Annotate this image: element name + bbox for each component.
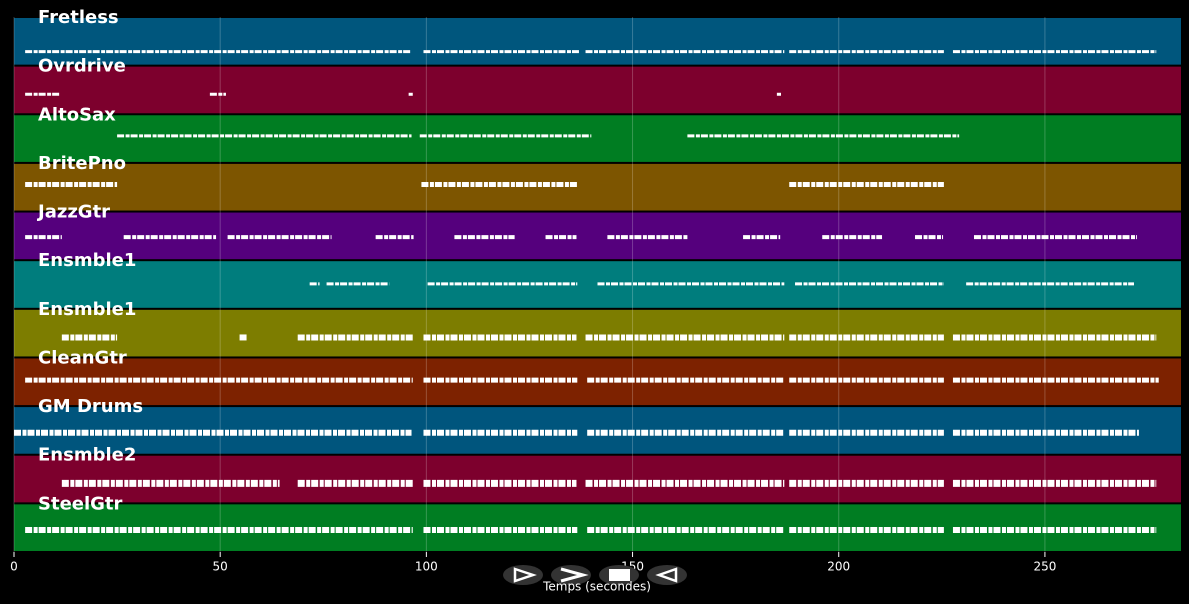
labels: Fretless Ovrdrive AltoSax BritePno JazzGtr En… — [10, 7, 1056, 574]
x-axis-label: Temps (secondes) — [542, 580, 651, 594]
track-name: Fretless — [38, 7, 119, 28]
back-button[interactable] — [647, 565, 687, 585]
track-name: GM Drums — [38, 396, 143, 417]
track-band — [14, 115, 1181, 162]
track-band — [14, 455, 1181, 503]
track-name: BritePno — [38, 153, 126, 174]
x-tick-label: 250 — [1033, 560, 1056, 574]
track-name: Ensmble2 — [38, 445, 136, 466]
track-name: Ovrdrive — [38, 56, 126, 77]
track-band — [14, 66, 1181, 114]
play-button[interactable] — [503, 565, 543, 585]
track-band — [14, 18, 1181, 65]
notes — [14, 50, 1159, 533]
tracks — [14, 18, 1181, 551]
track-name: Ensmble1 — [38, 299, 136, 320]
stop-button[interactable] — [599, 565, 639, 585]
track-name: AltoSax — [38, 104, 116, 125]
track-name: Ensmble1 — [38, 250, 136, 271]
grid — [13, 17, 1046, 552]
playback-controls — [503, 565, 687, 585]
x-tick-label: 200 — [827, 560, 850, 574]
track-band — [14, 309, 1181, 357]
x-tick-label: 100 — [415, 560, 438, 574]
x-tick-label: 0 — [10, 560, 18, 574]
forward-button[interactable] — [551, 565, 591, 585]
x-tick-label: 50 — [213, 560, 228, 574]
track-band — [14, 163, 1181, 211]
track-name: JazzGtr — [36, 202, 110, 223]
track-name: CleanGtr — [38, 347, 127, 368]
track-name: SteelGtr — [38, 493, 123, 514]
